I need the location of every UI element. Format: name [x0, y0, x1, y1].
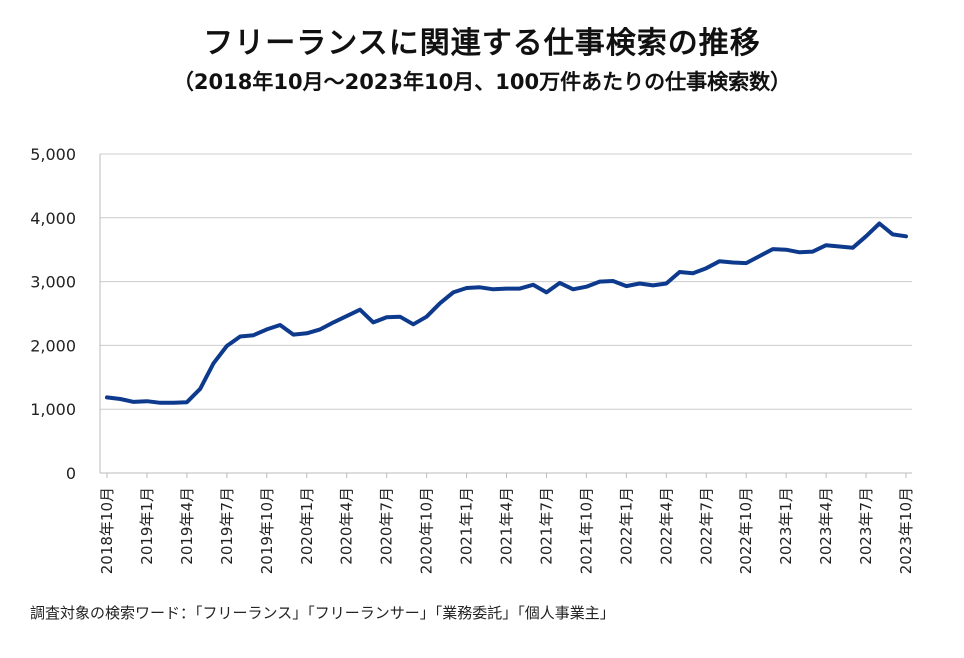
data-point: [705, 267, 708, 270]
data-point: [478, 286, 481, 289]
x-tick-label: 2021年7月: [537, 487, 555, 565]
data-point: [865, 235, 868, 238]
x-tick-label: 2023年1月: [777, 487, 795, 565]
x-tick-label: 2021年1月: [458, 487, 476, 565]
y-tick-label: 5,000: [30, 145, 76, 164]
data-point: [718, 260, 721, 263]
data-point: [731, 261, 734, 264]
x-tick-label: 2022年10月: [737, 487, 755, 574]
chart-title: フリーランスに関連する仕事検索の推移: [203, 26, 761, 61]
data-point: [452, 291, 455, 294]
data-point: [771, 248, 774, 251]
data-point: [572, 288, 575, 291]
data-point: [652, 284, 655, 287]
chart-subtitle: （2018年10月～2023年10月、100万件あたりの仕事検索数）: [172, 70, 792, 94]
x-tick-label: 2023年7月: [857, 487, 875, 565]
y-tick-label: 0: [66, 464, 76, 483]
data-point: [399, 315, 402, 318]
data-point: [811, 250, 814, 253]
data-point: [745, 262, 748, 265]
data-point: [518, 287, 521, 290]
data-point: [305, 332, 308, 335]
data-point: [145, 400, 148, 403]
x-tick-label: 2022年1月: [617, 487, 635, 565]
data-point: [159, 401, 162, 404]
data-point: [372, 321, 375, 324]
data-point: [412, 323, 415, 326]
data-point: [825, 244, 828, 247]
x-tick-label: 2020年10月: [418, 487, 436, 574]
data-point: [345, 315, 348, 318]
data-point: [119, 398, 122, 401]
x-tick-label: 2023年4月: [817, 487, 835, 565]
data-point: [558, 281, 561, 284]
data-point: [758, 255, 761, 258]
data-point: [185, 401, 188, 404]
x-tick-label: 2019年4月: [178, 487, 196, 565]
x-tick-label: 2021年4月: [498, 487, 516, 565]
data-point: [785, 248, 788, 251]
x-tick-label: 2018年10月: [98, 487, 116, 574]
data-point: [332, 321, 335, 324]
source-note: 調査対象の検索ワード：「フリーランス」「フリーランサー」「業務委託」「個人事業主…: [30, 604, 615, 622]
data-point: [292, 333, 295, 336]
data-point: [465, 287, 468, 290]
x-tick-label: 2019年1月: [138, 487, 156, 565]
data-point: [851, 246, 854, 249]
data-point: [239, 335, 242, 338]
data-point: [638, 282, 641, 285]
data-point: [532, 283, 535, 286]
data-point: [212, 362, 215, 365]
data-point: [106, 396, 109, 399]
data-point: [505, 287, 508, 290]
series-line: [105, 221, 908, 405]
data-point: [891, 233, 894, 236]
data-point: [359, 308, 362, 311]
data-point: [798, 251, 801, 254]
data-point: [905, 235, 908, 238]
data-point: [665, 282, 668, 285]
data-point: [265, 328, 268, 331]
data-point: [279, 324, 282, 327]
data-point: [691, 272, 694, 275]
y-tick-label: 3,000: [30, 273, 76, 292]
data-point: [585, 285, 588, 288]
data-point: [625, 285, 628, 288]
data-point: [838, 245, 841, 248]
data-point: [612, 280, 615, 283]
x-tick-label: 2022年7月: [697, 487, 715, 565]
x-tick-label: 2020年7月: [378, 487, 396, 565]
x-tick-label: 2019年7月: [218, 487, 236, 565]
data-point: [252, 334, 255, 337]
data-point: [425, 315, 428, 318]
x-tick-label: 2020年1月: [298, 487, 316, 565]
y-tick-label: 1,000: [30, 400, 76, 419]
x-tick-label: 2020年4月: [338, 487, 356, 565]
data-point: [172, 401, 175, 404]
data-point: [878, 222, 881, 225]
data-point: [225, 345, 228, 348]
data-point: [492, 288, 495, 291]
data-point: [545, 291, 548, 294]
data-point: [385, 316, 388, 319]
x-tick-label: 2019年10月: [258, 487, 276, 574]
x-tick-label: 2022年4月: [657, 487, 675, 565]
data-point: [199, 387, 202, 390]
data-point: [678, 271, 681, 274]
data-point: [319, 328, 322, 331]
data-point: [132, 400, 135, 403]
x-tick-label: 2023年10月: [897, 487, 915, 574]
y-tick-label: 4,000: [30, 209, 76, 228]
data-point: [598, 280, 601, 283]
y-tick-label: 2,000: [30, 336, 76, 355]
data-point: [438, 302, 441, 305]
x-tick-label: 2021年10月: [577, 487, 595, 574]
